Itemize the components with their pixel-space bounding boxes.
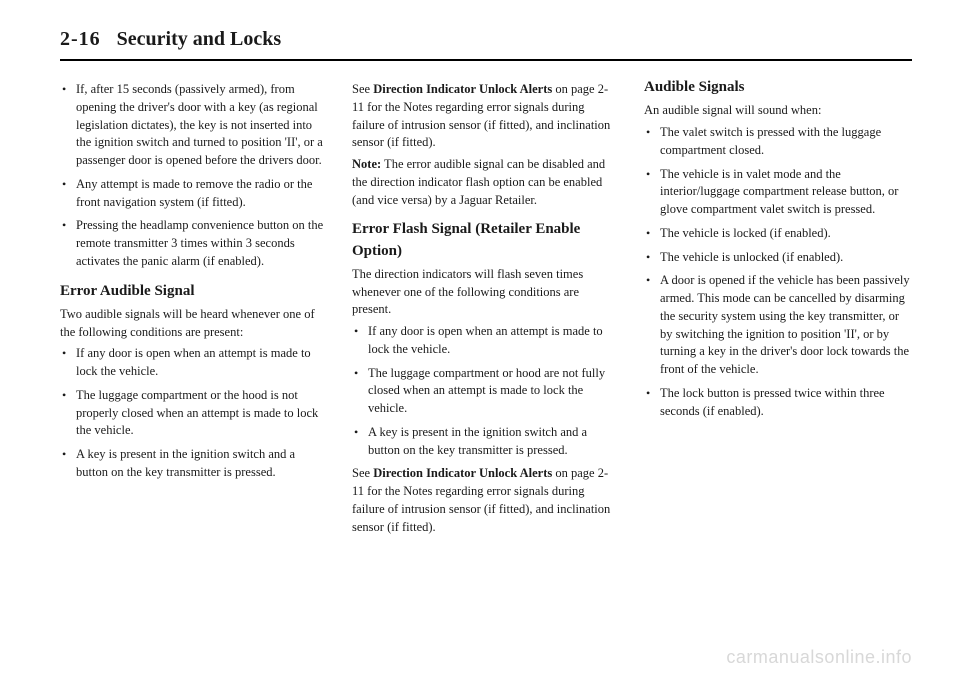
list-item: The valet switch is pressed with the lug… (644, 124, 912, 160)
section-heading: Error Audible Signal (60, 281, 328, 302)
list-item: The luggage compartment or the hood is n… (60, 387, 328, 440)
page-title: Security and Locks (117, 28, 281, 51)
list-item: The vehicle is in valet mode and the int… (644, 166, 912, 219)
content-columns: If, after 15 seconds (passively armed), … (60, 77, 912, 540)
section-heading: Error Flash Signal (Retailer Enable Opti… (352, 219, 620, 262)
column-2: See Direction Indicator Unlock Alerts on… (352, 77, 620, 540)
list-item: The lock button is pressed twice within … (644, 385, 912, 421)
body-paragraph: An audible signal will sound when: (644, 102, 912, 120)
body-paragraph: Two audible signals will be heard whenev… (60, 306, 328, 342)
list-item: If, after 15 seconds (passively armed), … (60, 81, 328, 170)
body-paragraph: See Direction Indicator Unlock Alerts on… (352, 81, 620, 152)
cross-reference: Direction Indicator Unlock Alerts (373, 466, 552, 480)
cross-reference: Direction Indicator Unlock Alerts (373, 82, 552, 96)
column-1: If, after 15 seconds (passively armed), … (60, 77, 328, 540)
text-run: See (352, 466, 373, 480)
list-item: A key is present in the ignition switch … (352, 424, 620, 460)
list-item: The vehicle is unlocked (if enabled). (644, 249, 912, 267)
note-paragraph: Note: The error audible signal can be di… (352, 156, 620, 209)
note-text: The error audible signal can be disabled… (352, 157, 605, 207)
list-item: The vehicle is locked (if enabled). (644, 225, 912, 243)
body-paragraph: See Direction Indicator Unlock Alerts on… (352, 465, 620, 536)
page-number: 2-16 (60, 28, 101, 51)
list-item: The luggage compartment or hood are not … (352, 365, 620, 418)
watermark: carmanualsonline.info (726, 647, 912, 668)
note-label: Note: (352, 157, 381, 171)
page-container: 2-16 Security and Locks If, after 15 sec… (0, 0, 960, 684)
page-header: 2-16 Security and Locks (60, 28, 912, 61)
text-run: See (352, 82, 373, 96)
bullet-list: If, after 15 seconds (passively armed), … (60, 81, 328, 271)
column-3: Audible Signals An audible signal will s… (644, 77, 912, 540)
section-heading: Audible Signals (644, 77, 912, 98)
list-item: If any door is open when an attempt is m… (352, 323, 620, 359)
list-item: Pressing the headlamp convenience button… (60, 217, 328, 270)
bullet-list: If any door is open when an attempt is m… (352, 323, 620, 459)
list-item: A key is present in the ignition switch … (60, 446, 328, 482)
list-item: A door is opened if the vehicle has been… (644, 272, 912, 379)
list-item: If any door is open when an attempt is m… (60, 345, 328, 381)
body-paragraph: The direction indicators will flash seve… (352, 266, 620, 319)
bullet-list: If any door is open when an attempt is m… (60, 345, 328, 481)
list-item: Any attempt is made to remove the radio … (60, 176, 328, 212)
bullet-list: The valet switch is pressed with the lug… (644, 124, 912, 420)
